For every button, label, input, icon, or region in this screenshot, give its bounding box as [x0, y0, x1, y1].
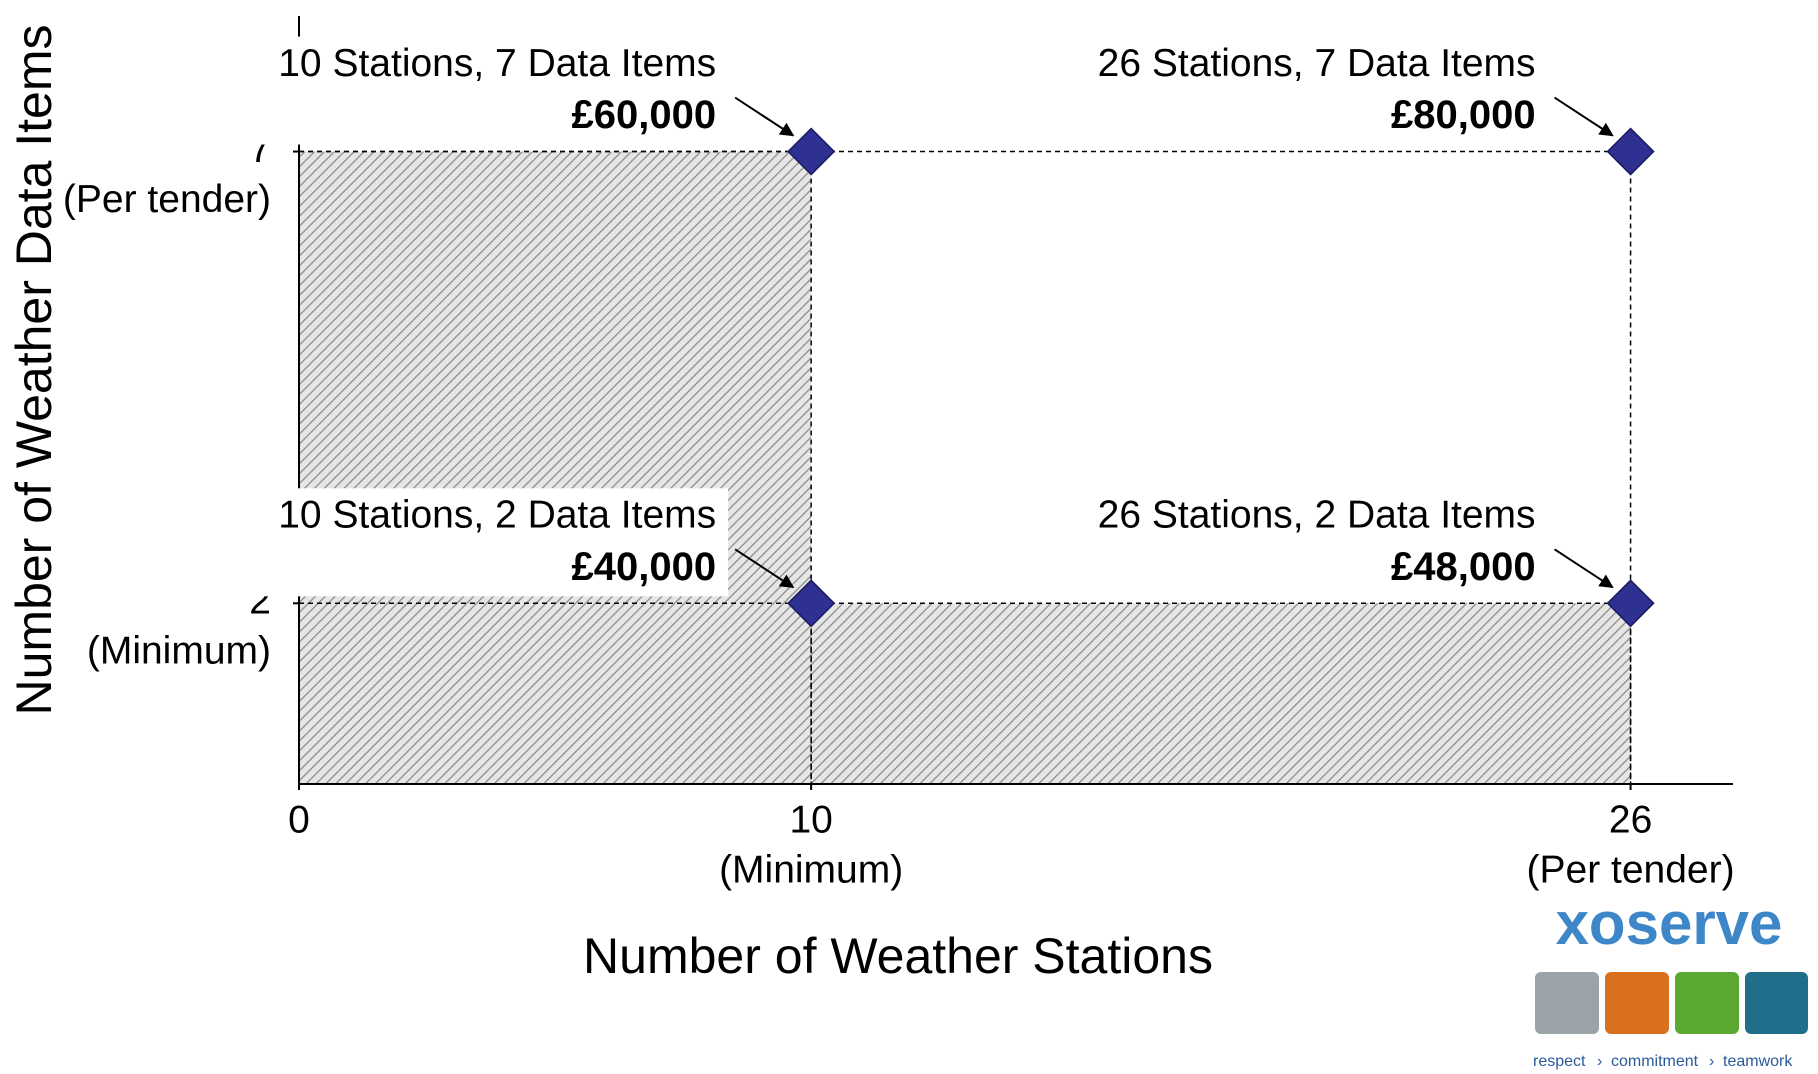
annotation-arrow — [734, 96, 795, 137]
x-tick-label: 0 — [288, 798, 310, 841]
hatch-area — [299, 151, 812, 784]
annotation: 26 Stations, 7 Data Items — [1098, 42, 1536, 85]
point — [1606, 579, 1655, 628]
plot: 0 10(Minimum)26(Per tender)2(Minimum)7(Pe… — [63, 16, 1735, 891]
point — [787, 127, 836, 176]
annotation-arrow — [1554, 548, 1614, 589]
logo-tile — [1605, 972, 1669, 1034]
x-tick-label: 26 — [1609, 798, 1652, 841]
annotation-arrow — [734, 548, 795, 589]
tagline: teamwork — [1723, 1053, 1793, 1070]
logo: xoserve respect › commitment › teamwork — [1533, 890, 1808, 1070]
annotation-price: £60,000 — [572, 93, 717, 137]
logo-name: xoserve — [1556, 890, 1783, 957]
hatched-areas — [299, 151, 1631, 784]
annotation-price: £48,000 — [1391, 545, 1536, 589]
annotation-arrow — [1554, 96, 1614, 137]
annotation: 26 Stations, 2 Data Items — [1098, 494, 1536, 537]
tagline-chevron: › — [1597, 1053, 1602, 1070]
logo-tile — [1535, 972, 1599, 1034]
x-tick-note: (Per tender) — [1527, 848, 1735, 891]
label-background — [1035, 36, 1548, 145]
tagline: commitment — [1611, 1053, 1699, 1070]
label-background — [216, 36, 729, 145]
point — [787, 579, 836, 628]
logo-tile — [1745, 972, 1808, 1034]
point — [1606, 127, 1655, 176]
annotation-price: £40,000 — [572, 545, 717, 589]
tagline-chevron: › — [1709, 1053, 1714, 1070]
y-tick-note: (Minimum) — [87, 630, 271, 673]
x-tick-label: 10 — [789, 798, 832, 841]
hatch-area — [811, 603, 1631, 784]
annotation: 10 Stations, 7 Data Items — [278, 42, 716, 85]
x-tick-note: (Minimum) — [719, 848, 903, 891]
y-axis-title: Number of Weather Data Items — [6, 24, 62, 715]
label-background — [216, 488, 729, 597]
tagline: respect — [1533, 1053, 1586, 1070]
annotation-price: £80,000 — [1391, 93, 1536, 137]
x-axis-title: Number of Weather Stations — [583, 928, 1213, 984]
y-tick-note: (Per tender) — [63, 178, 271, 221]
annotation: 10 Stations, 2 Data Items — [278, 494, 716, 537]
logo-tile — [1675, 972, 1739, 1034]
label-background — [1035, 488, 1548, 597]
